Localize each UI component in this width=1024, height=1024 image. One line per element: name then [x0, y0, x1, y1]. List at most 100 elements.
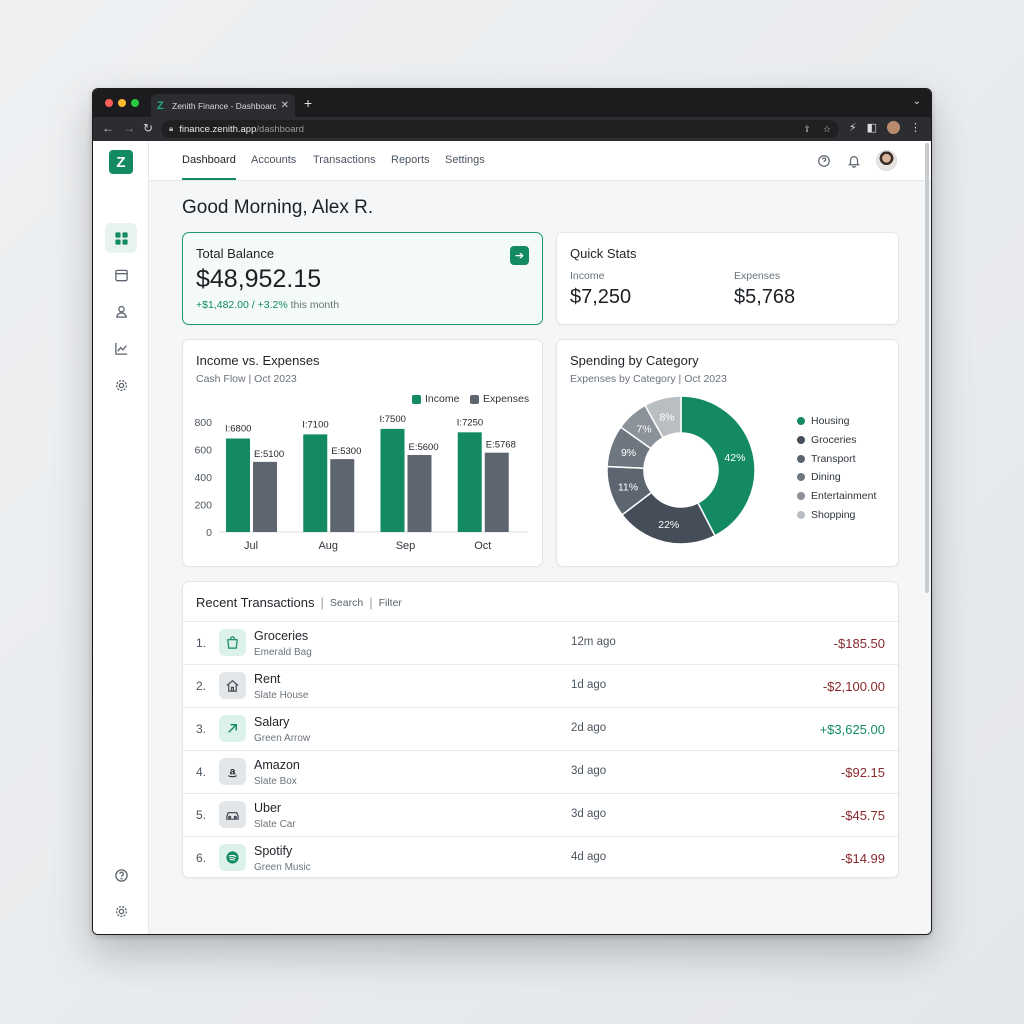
- slice-percent-label: 11%: [618, 481, 638, 493]
- y-tick-label: 600: [194, 445, 212, 457]
- search-link[interactable]: Search: [329, 596, 364, 609]
- transaction-time: 2d ago: [571, 722, 607, 734]
- url-text: finance.zenith.app/dashboard: [179, 124, 304, 135]
- address-bar[interactable]: 🔒︎ finance.zenith.app/dashboard ⇪ ☆: [161, 120, 839, 138]
- nav-accounts[interactable]: Accounts: [251, 154, 297, 166]
- bar-income[interactable]: [457, 432, 482, 532]
- transaction-row[interactable]: 2. Rent Slate House 1d ago -$2,100.00: [183, 664, 898, 707]
- bell-icon[interactable]: [845, 152, 863, 170]
- tab-close-icon[interactable]: ✕: [280, 100, 289, 111]
- bar-expenses[interactable]: [253, 461, 277, 532]
- close-window-button[interactable]: [105, 99, 113, 107]
- header-separator: |: [369, 595, 373, 610]
- header-separator: |: [320, 595, 324, 610]
- x-tick-label: Aug: [318, 540, 338, 552]
- transaction-time: 1d ago: [571, 679, 607, 691]
- nav-settings[interactable]: Settings: [445, 154, 485, 166]
- nav-reports[interactable]: Reports: [391, 154, 430, 166]
- legend-label: Entertainment: [811, 490, 877, 503]
- legend-dot: [797, 473, 805, 482]
- nav-dashboard[interactable]: Dashboard: [182, 154, 236, 166]
- extensions-icon[interactable]: ⚡︎: [848, 122, 857, 134]
- spending-category-card: Spending by Category Expenses by Categor…: [556, 339, 899, 567]
- top-navigation: Dashboard Accounts Transactions Reports …: [149, 141, 931, 181]
- svg-text:a: a: [230, 766, 236, 777]
- amazon-icon: a: [219, 758, 246, 785]
- legend-item-groceries: Groceries: [797, 434, 857, 446]
- page-greeting: Good Morning, Alex R.: [182, 197, 374, 218]
- transaction-amount: -$45.75: [840, 808, 885, 823]
- house-icon: [219, 672, 246, 699]
- app-logo[interactable]: Z: [109, 150, 133, 174]
- tab-title: Zenith Finance - Dashboard: [172, 100, 276, 111]
- donut-slice-shopping[interactable]: [644, 395, 682, 439]
- bar-expenses[interactable]: [330, 459, 355, 532]
- arrow-right-icon[interactable]: ➔: [510, 246, 529, 265]
- profile-avatar[interactable]: [887, 121, 900, 134]
- sidebar-toggle-icon[interactable]: ◧: [866, 122, 877, 134]
- donut-slice-housing[interactable]: [680, 395, 756, 537]
- transaction-row[interactable]: 3. Salary Green Arrow 2d ago +$3,625.00: [183, 707, 898, 750]
- user-avatar[interactable]: [876, 150, 897, 171]
- nav-transactions[interactable]: Transactions: [313, 154, 376, 166]
- dashboard-icon[interactable]: [105, 223, 137, 253]
- browser-tab[interactable]: Z Zenith Finance - Dashboard ✕: [151, 94, 295, 117]
- support-icon[interactable]: [815, 152, 833, 170]
- help-icon[interactable]: [105, 860, 137, 890]
- transaction-name: Groceries: [254, 629, 309, 643]
- gear-icon[interactable]: [105, 370, 137, 400]
- bar-income[interactable]: [226, 438, 250, 533]
- bar-income[interactable]: [380, 428, 405, 532]
- x-tick-label: Jul: [244, 540, 258, 552]
- balance-delta-value: +$1,482.00 / +3.2%: [196, 299, 288, 311]
- transaction-row[interactable]: 4. a Amazon Slate Box 3d ago -$92.15: [183, 750, 898, 793]
- user-icon[interactable]: [105, 296, 137, 326]
- transaction-amount: -$92.15: [840, 765, 885, 780]
- slice-percent-label: 8%: [659, 411, 674, 423]
- balance-amount: $48,952.15: [196, 265, 322, 293]
- settings-gear-icon[interactable]: [105, 896, 137, 926]
- new-tab-button[interactable]: +: [304, 95, 313, 111]
- back-icon[interactable]: ←: [102, 121, 114, 135]
- browser-menu-icon[interactable]: ⋮: [910, 122, 921, 134]
- bar-data-label: E:5768: [486, 440, 516, 451]
- tab-strip: Z Zenith Finance - Dashboard ✕ + ⌄: [93, 89, 931, 117]
- minimize-window-button[interactable]: [118, 99, 126, 107]
- transaction-row[interactable]: 5. Uber Slate Car 3d ago -$45.75: [183, 793, 898, 836]
- transaction-row[interactable]: 6. Spotify Green Music 4d ago -$14.99: [183, 836, 898, 879]
- y-tick-label: 400: [194, 472, 212, 484]
- tab-search-icon[interactable]: ⌄: [912, 96, 921, 107]
- bar-expenses[interactable]: [484, 452, 509, 532]
- card-icon[interactable]: [105, 260, 137, 290]
- bar-income[interactable]: [303, 434, 328, 532]
- reload-icon[interactable]: ↻: [143, 121, 154, 135]
- legend-expenses-label: Expenses: [483, 393, 530, 405]
- maximize-window-button[interactable]: [131, 99, 139, 107]
- expenses-value: $5,768: [734, 286, 796, 308]
- transaction-amount: -$2,100.00: [822, 679, 885, 694]
- active-tab-indicator: [182, 178, 236, 180]
- chart-line-icon[interactable]: [105, 333, 137, 363]
- bar-expenses[interactable]: [407, 455, 432, 532]
- url-path: /dashboard: [256, 123, 304, 135]
- favicon-icon: Z: [157, 99, 164, 112]
- transaction-merchant: Slate Car: [254, 819, 296, 830]
- filter-link[interactable]: Filter: [378, 596, 402, 609]
- legend-item-entertainment: Entertainment: [797, 490, 876, 502]
- expenses-label: Expenses: [734, 270, 781, 282]
- legend-item-shopping: Shopping: [797, 509, 855, 521]
- transaction-row[interactable]: 1. Groceries Emerald Bag 12m ago -$185.50: [183, 621, 898, 664]
- income-expenses-card: Income vs. Expenses Cash Flow | Oct 2023…: [182, 339, 543, 567]
- legend-label: Dining: [811, 471, 841, 484]
- forward-icon[interactable]: →: [123, 121, 135, 135]
- balance-delta: +$1,482.00 / +3.2% this month: [196, 299, 339, 311]
- bar-data-label: E:5300: [331, 446, 361, 457]
- income-expenses-chart: 800 600 400 200 0 I:6800 E:5100 Jul I:7100 E:5300…: [194, 414, 528, 552]
- share-icon[interactable]: ⇪: [803, 123, 811, 134]
- lock-icon: 🔒︎: [169, 124, 174, 133]
- legend-dot: [797, 511, 805, 519]
- shopping-bag-icon: [219, 629, 246, 656]
- x-tick-label: Sep: [396, 540, 416, 552]
- bookmark-star-icon[interactable]: ☆: [822, 123, 831, 134]
- page-scrollbar[interactable]: [925, 143, 929, 593]
